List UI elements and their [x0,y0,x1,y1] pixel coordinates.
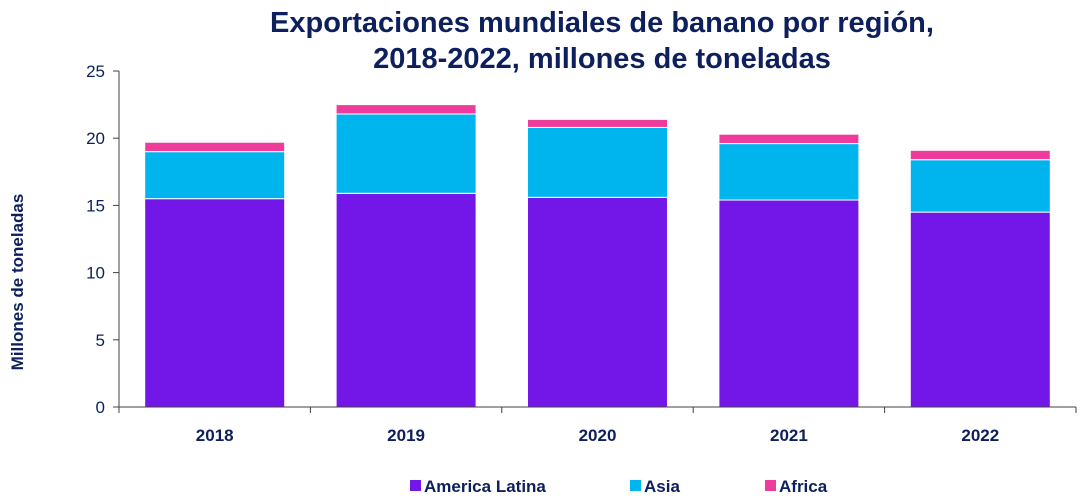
x-tick-label-2018: 2018 [196,426,234,445]
legend-label-america-latina: America Latina [424,477,546,496]
y-axis-title: Millones de toneladas [8,194,27,371]
bar-africa-2020 [527,118,668,128]
legend-label-asia: Asia [644,477,680,496]
bar-america-latina-2021 [718,199,860,408]
x-tick-label-2022: 2022 [961,426,999,445]
bar-africa-2019 [335,104,477,115]
y-tick-label-0: 0 [96,398,105,417]
bar-asia-2019 [335,113,477,194]
plot-area: 0 5 10 15 20 25 2018 2019 2020 2021 2022 [86,62,1077,445]
chart-title-line-1: Exportaciones mundiales de banano por re… [270,7,934,39]
y-tick-label-25: 25 [86,62,105,81]
y-tick-label-20: 20 [86,129,105,148]
bar-africa-2022 [909,149,1051,161]
legend-swatch-africa [765,480,776,491]
y-tick-label-5: 5 [96,331,105,350]
x-tick-label-2019: 2019 [387,426,425,445]
x-tick-label-2020: 2020 [579,426,617,445]
bar-america-latina-2018 [144,198,286,408]
bar-asia-2020 [527,126,668,198]
x-tick-label-2021: 2021 [770,426,808,445]
chart-title-line-2: 2018-2022, millones de toneladas [373,43,831,75]
legend-label-africa: Africa [779,477,828,496]
y-tick-label-10: 10 [86,264,105,283]
bar-asia-2021 [718,143,860,201]
legend-swatch-asia [630,480,641,491]
bar-america-latina-2019 [335,192,477,408]
y-tick-label-15: 15 [86,196,105,215]
legend: America Latina Asia Africa [410,477,828,496]
bar-asia-2022 [909,159,1051,213]
bar-africa-2018 [144,141,286,153]
legend-swatch-america-latina [410,480,421,491]
bar-asia-2018 [144,151,286,200]
bar-africa-2021 [718,133,860,145]
bar-america-latina-2022 [909,211,1051,408]
bar-america-latina-2020 [527,196,668,408]
